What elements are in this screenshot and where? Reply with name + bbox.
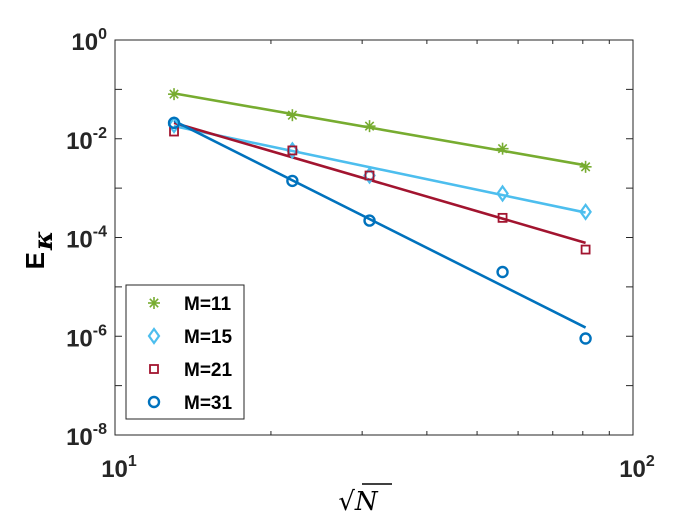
x-minor-ticks [115, 39, 633, 436]
fit-line-M=21 [173, 121, 586, 245]
data-point-M=11 [168, 88, 181, 101]
data-point-M=15 [167, 116, 181, 134]
legend-marker-M=31 [147, 395, 161, 409]
data-point-M=21 [497, 212, 508, 223]
fit-lines [173, 92, 587, 329]
data-point-M=11 [363, 120, 376, 133]
data-point-M=31 [579, 332, 592, 345]
legend-label: M=11 [184, 294, 231, 315]
legend-label: M=21 [184, 360, 232, 381]
data-point-M=11 [579, 160, 592, 173]
legend-label: M=31 [184, 393, 232, 414]
x-tick-label: 102 [619, 453, 655, 483]
x-axis-label: √N [338, 483, 392, 517]
y-axis-label: Eκ [20, 231, 59, 270]
data-point-M=31 [496, 265, 509, 279]
data-markers [167, 88, 592, 345]
data-point-M=11 [496, 142, 509, 155]
y-tick-label: 10-2 [66, 125, 107, 155]
fit-line-M=15 [173, 124, 586, 214]
x-axis-label-radical: √ [338, 487, 355, 517]
data-point-M=21 [364, 170, 375, 181]
fit-line-M=11 [173, 92, 586, 167]
x-tick-label: 101 [101, 453, 137, 483]
legend-marker-M=15 [147, 327, 161, 345]
data-point-M=11 [286, 109, 299, 122]
plot-frame [114, 39, 634, 436]
data-point-M=15 [496, 184, 509, 203]
y-tick-label: 10-8 [66, 421, 107, 451]
data-point-M=31 [363, 214, 376, 227]
legend-marker-M=11 [148, 297, 160, 309]
y-tick-labels: 100 10-2 10-4 10-6 10-8 [66, 26, 107, 451]
y-axis-label-base: E [20, 252, 50, 269]
data-point-M=15 [579, 203, 592, 221]
legend-marker-M=21 [149, 364, 159, 374]
data-point-M=31 [286, 174, 299, 188]
y-tick-label: 10-6 [66, 322, 107, 352]
y-axis-label-subscript: κ [29, 231, 59, 252]
data-point-M=21 [580, 244, 591, 255]
y-tick-label: 10-4 [66, 224, 107, 254]
data-point-M=31 [167, 116, 181, 130]
svg-text:√N: √N [338, 487, 379, 517]
svg-text:Eκ: Eκ [20, 231, 59, 270]
legend: M=11 M=15 M=21 M=31 [125, 284, 245, 420]
x-tick-labels: 101 102 [101, 453, 655, 483]
fit-line-M=31 [173, 119, 587, 329]
legend-label: M=15 [184, 327, 232, 348]
y-tick-label: 100 [71, 26, 107, 56]
legend-box [125, 284, 245, 420]
x-axis-label-base: N [354, 487, 379, 517]
data-point-M=21 [287, 145, 298, 156]
